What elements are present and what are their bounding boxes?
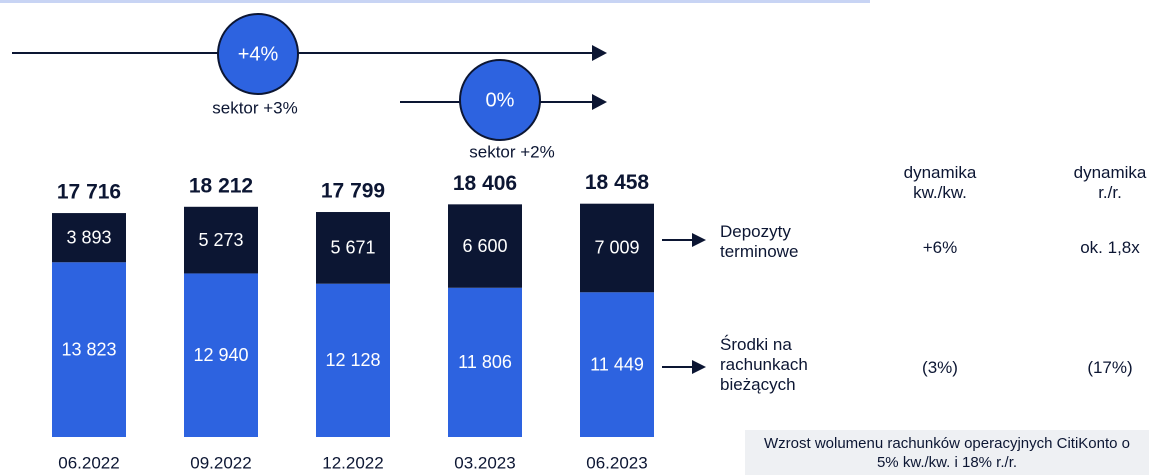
legend-arrow-head (692, 233, 706, 247)
arrow-badge-label: 0% (486, 89, 515, 111)
x-tick-label: 06.2023 (586, 453, 647, 472)
value-label: 12 128 (325, 350, 380, 370)
arrow-badge (459, 59, 541, 141)
bar-segment (52, 262, 126, 437)
bar-segment (448, 287, 522, 437)
legend-arrow-head (692, 360, 706, 374)
arrow-note: sektor +2% (469, 142, 555, 161)
value-label: 7 009 (594, 238, 639, 258)
table-cell: (3%) (922, 358, 958, 377)
value-label: 5 273 (198, 230, 243, 250)
value-label: 3 893 (66, 227, 111, 247)
legend-label: Środki na rachunkach bieżących (720, 335, 808, 394)
arrow-head (592, 45, 607, 61)
bar-segment (448, 204, 522, 288)
total-label: 17 716 (57, 181, 121, 204)
value-label: 11 806 (458, 352, 512, 372)
arrow-badge (217, 13, 299, 95)
bar-segment (316, 212, 390, 284)
legend-label: Depozyty terminowe (720, 222, 799, 261)
top-rule (0, 0, 870, 3)
value-label: 12 940 (193, 345, 248, 365)
table-cell: +6% (922, 238, 958, 257)
value-label: 6 600 (462, 236, 507, 256)
table-cell: (17%) (1087, 358, 1133, 377)
x-tick-label: 12.2022 (322, 453, 383, 472)
bar-segment (580, 203, 654, 293)
note-box (745, 430, 1149, 475)
total-label: 18 212 (189, 174, 253, 197)
total-label: 18 458 (585, 171, 650, 194)
x-tick-label: 03.2023 (454, 453, 515, 472)
table-header: dynamika kw./kw. (903, 163, 977, 202)
note: Wzrost wolumenu rachunków operacyjnych C… (764, 435, 1130, 471)
table-cell: ok. 1,8x (1080, 238, 1140, 257)
bar-segment (580, 292, 654, 437)
x-tick-label: 06.2022 (58, 453, 119, 472)
total-label: 18 406 (453, 172, 517, 195)
value-label: 11 449 (590, 354, 644, 374)
value-label: 13 823 (61, 339, 116, 359)
bar-segment (184, 206, 258, 274)
total-label: 17 799 (321, 180, 385, 203)
table-header: dynamika r./r. (1073, 163, 1147, 202)
bar-segment (52, 213, 126, 263)
x-tick-label: 09.2022 (190, 453, 251, 472)
arrow-note: sektor +3% (212, 98, 298, 117)
value-label: 5 671 (330, 238, 375, 258)
bar-segment (316, 283, 390, 437)
arrow-head (592, 94, 607, 110)
bar-segment (184, 273, 258, 437)
arrow-badge-label: +4% (238, 43, 279, 65)
